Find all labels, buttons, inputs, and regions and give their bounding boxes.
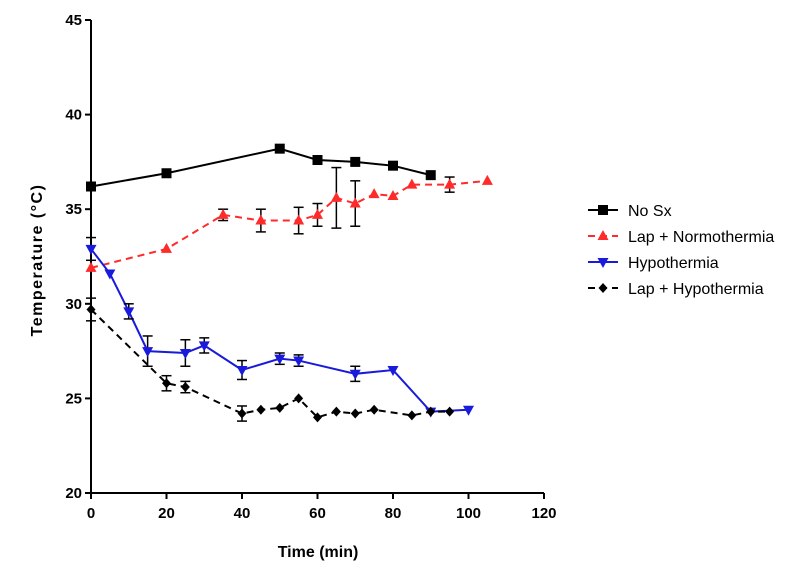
series-2 <box>85 236 474 418</box>
legend-label: Hypothermia <box>628 255 719 272</box>
data-point <box>445 406 455 417</box>
legend-swatch-marker <box>597 258 609 268</box>
legend-item: Hypothermia <box>588 255 719 272</box>
data-point <box>293 356 305 367</box>
x-tick-label: 80 <box>385 505 402 522</box>
x-tick-label: 120 <box>531 505 556 522</box>
legend-swatch-marker <box>598 205 608 215</box>
x-axis-title: Time (min) <box>278 544 359 561</box>
legend-item: Lap + Hypothermia <box>588 281 764 298</box>
data-point <box>444 178 456 189</box>
data-point <box>350 156 361 167</box>
data-point <box>368 188 380 199</box>
legend-swatch-marker <box>598 283 608 293</box>
legend-label: Lap + Normothermia <box>628 229 774 246</box>
series-3 <box>86 297 455 423</box>
data-point <box>330 191 342 202</box>
data-point <box>217 208 229 219</box>
legend-swatch-marker <box>597 230 609 240</box>
data-point <box>425 170 436 181</box>
data-point <box>275 402 285 413</box>
data-point <box>426 406 436 417</box>
x-tick-label: 20 <box>158 505 175 522</box>
data-point <box>86 304 96 315</box>
y-tick-label: 40 <box>65 107 82 124</box>
legend: No Sx Lap + Normothermia Hypothermia Lap + … <box>588 203 774 298</box>
data-point <box>142 347 154 358</box>
data-point <box>369 404 379 415</box>
x-tick-label: 40 <box>234 505 251 522</box>
series-line <box>90 147 431 188</box>
data-point <box>104 269 116 280</box>
data-point <box>161 242 172 253</box>
data-point <box>274 354 286 365</box>
series-line <box>90 308 450 419</box>
data-point <box>406 178 418 189</box>
data-point <box>85 261 97 272</box>
data-point <box>180 382 190 393</box>
data-point <box>162 378 171 389</box>
legend-item: Lap + Normothermia <box>588 229 774 246</box>
data-point <box>313 412 322 423</box>
x-tick-label: 100 <box>456 505 481 522</box>
data-point <box>387 366 399 377</box>
data-point <box>312 208 323 219</box>
series-line <box>90 248 469 413</box>
data-point <box>463 405 474 416</box>
data-point <box>274 143 285 154</box>
series-layer <box>85 143 493 423</box>
data-point <box>236 366 248 377</box>
y-tick-label: 45 <box>65 12 82 29</box>
data-point <box>312 155 323 166</box>
data-point <box>350 408 360 419</box>
legend-item: No Sx <box>588 203 672 220</box>
data-point <box>237 408 247 419</box>
data-point <box>331 406 341 417</box>
data-point <box>388 160 398 171</box>
data-point <box>349 197 361 208</box>
y-tick-label: 25 <box>65 390 82 407</box>
data-point <box>256 404 266 415</box>
y-tick-label: 20 <box>65 485 82 502</box>
data-point <box>407 410 417 421</box>
data-point <box>294 393 304 404</box>
series-1 <box>85 166 493 272</box>
y-tick-label: 35 <box>65 201 82 218</box>
data-point <box>293 214 305 225</box>
data-point <box>255 214 267 225</box>
data-point <box>349 369 361 380</box>
x-tick-label: 0 <box>87 505 95 522</box>
series-line <box>90 179 488 269</box>
data-point <box>86 181 96 192</box>
data-point <box>161 168 172 179</box>
y-axis-title: Temperature (°C) <box>29 184 46 337</box>
legend-label: No Sx <box>628 203 672 220</box>
y-tick-label: 30 <box>65 296 82 313</box>
x-tick-label: 60 <box>309 505 326 522</box>
data-point <box>387 189 399 200</box>
series-0 <box>86 143 436 192</box>
data-point <box>481 174 493 185</box>
legend-label: Lap + Hypothermia <box>628 281 764 298</box>
data-point <box>85 244 97 255</box>
data-point <box>179 348 191 359</box>
axes: 0 20 40 60 80 100 120 20 25 30 35 40 45 <box>65 12 556 522</box>
data-point <box>198 341 210 352</box>
data-point <box>123 307 135 318</box>
